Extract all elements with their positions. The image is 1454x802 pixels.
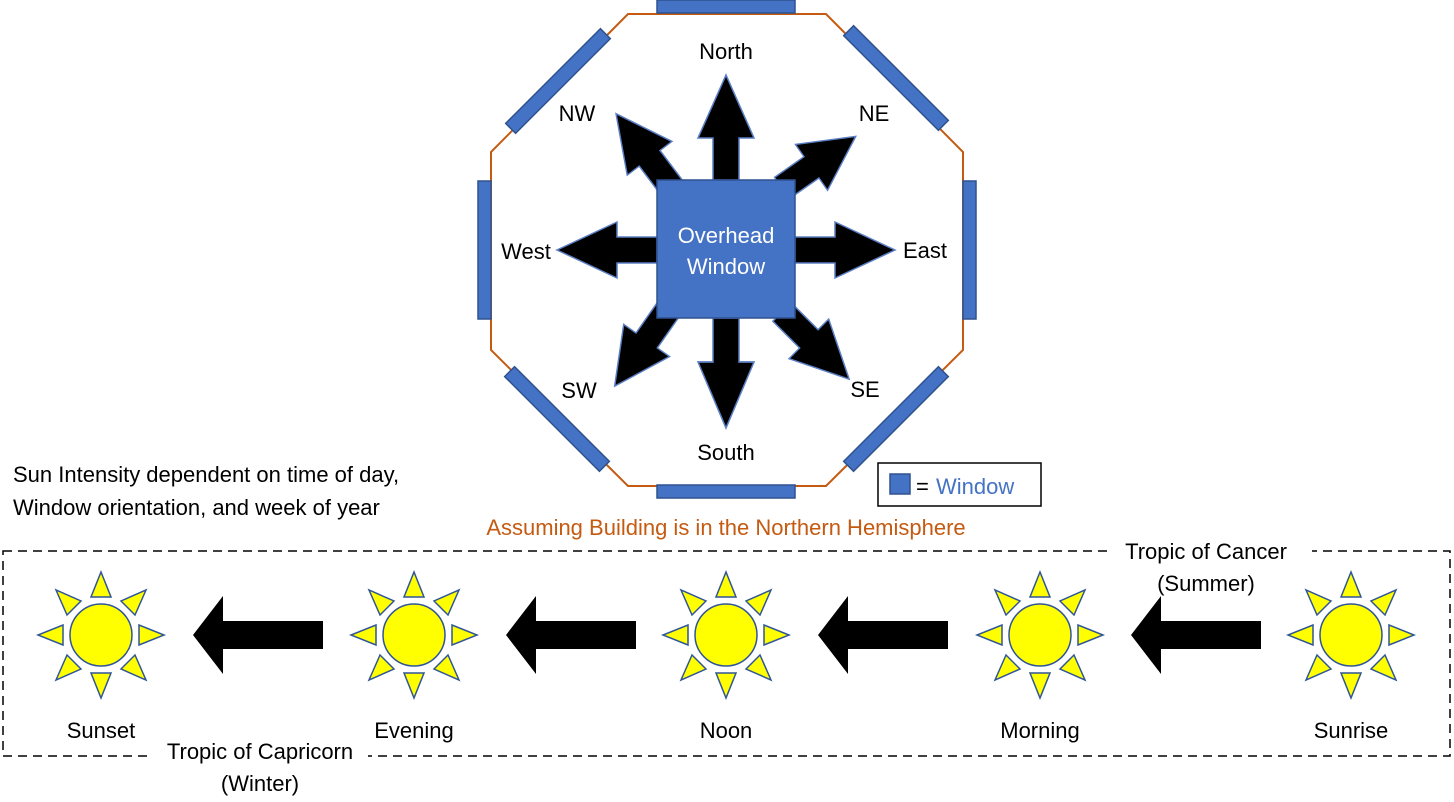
sun-sunrise	[1287, 571, 1415, 699]
tropic-capricorn-label: Tropic of Capricorn	[167, 739, 353, 764]
tropic-cancer-season: (Summer)	[1157, 571, 1255, 596]
sun-label-noon: Noon	[700, 718, 753, 743]
timeline-dashed-box	[2, 550, 1451, 757]
window-east-edge	[962, 180, 977, 320]
label-south: South	[697, 440, 755, 465]
legend-box	[877, 462, 1042, 507]
sun-path-timeline: Tropic of Cancer (Summer) Tropic of Capr…	[2, 538, 1451, 800]
tropic-cancer-label-bg	[1112, 538, 1312, 600]
overhead-window	[656, 179, 796, 319]
overhead-window-label-line2: Window	[687, 254, 765, 279]
window-northeast-edge	[842, 24, 950, 132]
hemisphere-note: Assuming Building is in the Northern Hem…	[486, 515, 965, 540]
legend-window-swatch	[889, 473, 911, 495]
window-south-edge	[656, 484, 796, 499]
legend: = Window	[877, 462, 1042, 507]
label-northeast: NE	[859, 101, 890, 126]
label-northwest: NW	[559, 101, 596, 126]
arrow-west	[556, 221, 658, 279]
sun-morning	[976, 571, 1104, 699]
window-southwest-edge	[503, 365, 611, 473]
label-north: North	[699, 39, 753, 64]
sun-evening	[350, 571, 478, 699]
sun-label-sunset: Sunset	[67, 718, 136, 743]
sun-sunset	[37, 571, 165, 699]
tropic-capricorn-season: (Winter)	[221, 771, 299, 796]
window-southeast-edge	[842, 365, 950, 473]
tropic-capricorn-label-bg	[150, 738, 368, 800]
flow-arrow-sunrise-to-morning	[1131, 596, 1261, 674]
note-line2: Window orientation, and week of year	[13, 495, 380, 520]
overhead-window-label-line1: Overhead	[678, 223, 775, 248]
flow-arrow-noon-to-evening	[506, 596, 636, 674]
legend-window-label: Window	[936, 474, 1014, 499]
window-north-edge	[656, 0, 796, 14]
building-plan: Overhead Window North NE East SE South S…	[477, 0, 977, 499]
label-southeast: SE	[850, 377, 879, 402]
tropic-cancer-label: Tropic of Cancer	[1125, 539, 1287, 564]
label-southwest: SW	[561, 378, 597, 403]
label-west: West	[501, 239, 551, 264]
sun-label-morning: Morning	[1000, 718, 1079, 743]
label-east: East	[903, 238, 947, 263]
flow-arrow-morning-to-noon	[818, 596, 948, 674]
arrow-south	[697, 317, 755, 429]
window-west-edge	[477, 180, 492, 320]
sun-noon	[662, 571, 790, 699]
arrow-north	[697, 74, 755, 181]
sun-label-evening: Evening	[374, 718, 454, 743]
legend-equals: =	[916, 474, 929, 499]
note-line1: Sun Intensity dependent on time of day,	[13, 462, 399, 487]
arrow-east	[794, 221, 896, 279]
window-northwest-edge	[504, 27, 612, 135]
flow-arrow-evening-to-sunset	[193, 596, 323, 674]
sun-label-sunrise: Sunrise	[1314, 718, 1389, 743]
